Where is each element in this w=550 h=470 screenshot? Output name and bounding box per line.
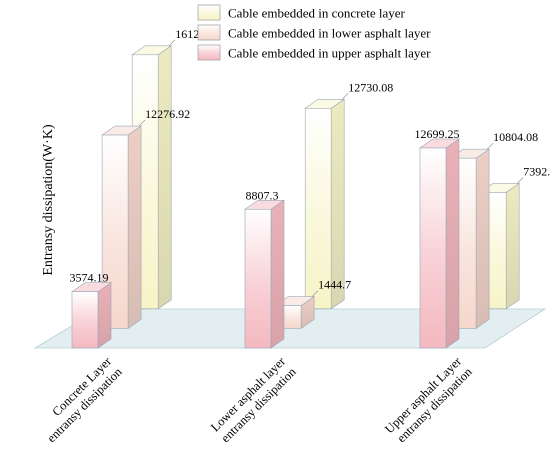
- data-label: 7392.5: [523, 164, 550, 178]
- legend-swatch: [198, 45, 220, 60]
- bar-front: [245, 209, 271, 348]
- bars: [72, 46, 519, 348]
- data-label: 1444.7: [318, 278, 351, 292]
- legend-label: Cable embedded in lower asphalt layer: [228, 26, 431, 41]
- legend: Cable embedded in concrete layer Cable em…: [198, 5, 431, 61]
- y-axis-label: Entransy dissipation(W·K): [41, 124, 56, 276]
- bar-side: [98, 283, 111, 348]
- legend-swatch: [198, 25, 220, 40]
- bar-side: [271, 200, 284, 348]
- bar: [420, 139, 459, 348]
- data-label: 8807.3: [246, 188, 279, 202]
- bar-front: [420, 148, 446, 348]
- legend-swatch: [198, 5, 220, 20]
- legend-label: Cable embedded in concrete layer: [228, 6, 406, 21]
- legend-item: Cable embedded in concrete layer: [198, 5, 406, 21]
- bar-side: [128, 126, 141, 328]
- legend-item: Cable embedded in upper asphalt layer: [198, 45, 431, 61]
- category-labels: Concrete Layerentransy dissipation Lower …: [34, 354, 476, 447]
- category-label: Lower asphalt layerentransy dissipation: [208, 354, 300, 446]
- category-label: Concrete Layerentransy dissipation: [34, 354, 126, 446]
- bar: [72, 283, 111, 348]
- legend-label: Cable embedded in upper asphalt layer: [228, 46, 431, 61]
- data-label: 12730.08: [348, 80, 393, 94]
- data-label: 12699.25: [415, 127, 460, 141]
- data-label: 10804.08: [493, 130, 538, 144]
- bar-side: [506, 183, 519, 308]
- data-label: 12276.92: [145, 107, 190, 121]
- bar-front: [72, 292, 98, 348]
- bar-side: [158, 46, 171, 309]
- category-label: Upper asphalt Layerentransy dissipation: [382, 354, 475, 447]
- legend-item: Cable embedded in lower asphalt layer: [198, 25, 431, 41]
- bar: [245, 200, 284, 348]
- bar-side: [446, 139, 459, 348]
- bar-side: [476, 149, 489, 328]
- data-label: 3574.19: [70, 271, 109, 285]
